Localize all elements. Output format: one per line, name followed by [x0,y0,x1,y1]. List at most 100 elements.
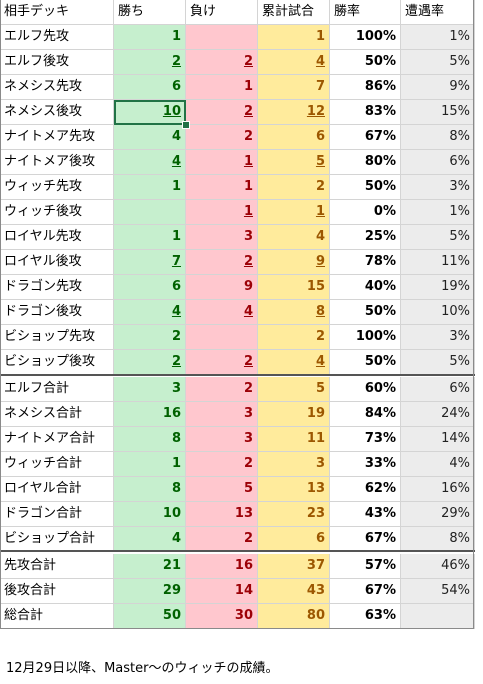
cell-win-rate[interactable]: 84% [330,402,401,427]
cell-total-games[interactable]: 8 [258,300,330,325]
cell-wins[interactable]: 4 [114,150,186,175]
cell-encounter-rate[interactable]: 3% [401,175,475,200]
cell-wins[interactable] [114,200,186,225]
cell-total-games[interactable]: 1 [258,25,330,50]
cell-total-games[interactable]: 15 [258,275,330,300]
cell-wins[interactable]: 6 [114,75,186,100]
cell-win-rate[interactable]: 0% [330,200,401,225]
cell-wins[interactable]: 2 [114,50,186,75]
cell-wins[interactable]: 50 [114,604,186,629]
header-total-games[interactable]: 累計試合 [258,0,330,25]
cell-opponent-deck[interactable]: ウィッチ後攻 [0,200,114,225]
cell-opponent-deck[interactable]: ロイヤル後攻 [0,250,114,275]
cell-opponent-deck[interactable]: ドラゴン合計 [0,502,114,527]
cell-wins[interactable]: 1 [114,175,186,200]
cell-losses[interactable]: 2 [186,452,258,477]
cell-opponent-deck[interactable]: ナイトメア先攻 [0,125,114,150]
cell-encounter-rate[interactable]: 5% [401,50,475,75]
cell-losses[interactable]: 2 [186,250,258,275]
cell-losses[interactable]: 13 [186,502,258,527]
cell-opponent-deck[interactable]: ネメシス後攻 [0,100,114,125]
cell-encounter-rate[interactable]: 11% [401,250,475,275]
cell-opponent-deck[interactable]: エルフ後攻 [0,50,114,75]
cell-win-rate[interactable]: 100% [330,325,401,350]
header-wins[interactable]: 勝ち [114,0,186,25]
cell-losses[interactable]: 2 [186,50,258,75]
cell-encounter-rate[interactable]: 29% [401,502,475,527]
cell-losses[interactable]: 30 [186,604,258,629]
cell-wins[interactable]: 8 [114,427,186,452]
cell-total-games[interactable]: 7 [258,75,330,100]
cell-losses[interactable]: 3 [186,402,258,427]
cell-total-games[interactable]: 9 [258,250,330,275]
cell-opponent-deck[interactable]: ビショップ後攻 [0,350,114,375]
cell-opponent-deck[interactable]: エルフ合計 [0,377,114,402]
cell-encounter-rate[interactable]: 16% [401,477,475,502]
cell-total-games[interactable]: 80 [258,604,330,629]
cell-losses[interactable]: 1 [186,75,258,100]
cell-total-games[interactable]: 37 [258,554,330,579]
cell-win-rate[interactable]: 43% [330,502,401,527]
cell-win-rate[interactable]: 40% [330,275,401,300]
cell-losses[interactable]: 2 [186,527,258,552]
cell-total-games[interactable]: 19 [258,402,330,427]
cell-encounter-rate[interactable]: 1% [401,200,475,225]
cell-losses[interactable] [186,325,258,350]
cell-opponent-deck[interactable]: ロイヤル先攻 [0,225,114,250]
cell-losses[interactable]: 9 [186,275,258,300]
cell-losses[interactable]: 2 [186,377,258,402]
cell-encounter-rate[interactable]: 19% [401,275,475,300]
fill-handle[interactable] [182,121,190,129]
cell-total-games[interactable]: 11 [258,427,330,452]
cell-encounter-rate[interactable]: 8% [401,527,475,552]
cell-win-rate[interactable]: 63% [330,604,401,629]
cell-opponent-deck[interactable]: ナイトメア合計 [0,427,114,452]
cell-losses[interactable]: 2 [186,350,258,375]
cell-opponent-deck[interactable]: ビショップ先攻 [0,325,114,350]
cell-total-games[interactable]: 4 [258,225,330,250]
cell-encounter-rate[interactable]: 5% [401,225,475,250]
cell-total-games[interactable]: 23 [258,502,330,527]
cell-wins[interactable]: 2 [114,350,186,375]
cell-encounter-rate[interactable]: 46% [401,554,475,579]
cell-wins[interactable]: 1 [114,452,186,477]
cell-win-rate[interactable]: 83% [330,100,401,125]
cell-opponent-deck[interactable]: ナイトメア後攻 [0,150,114,175]
cell-wins[interactable]: 29 [114,579,186,604]
cell-wins[interactable]: 1 [114,25,186,50]
cell-encounter-rate[interactable]: 6% [401,377,475,402]
cell-encounter-rate[interactable]: 24% [401,402,475,427]
cell-wins[interactable]: 4 [114,527,186,552]
header-losses[interactable]: 負け [186,0,258,25]
cell-losses[interactable]: 5 [186,477,258,502]
cell-total-games[interactable]: 43 [258,579,330,604]
cell-encounter-rate[interactable]: 6% [401,150,475,175]
cell-encounter-rate[interactable]: 9% [401,75,475,100]
cell-losses[interactable]: 4 [186,300,258,325]
cell-total-games[interactable]: 13 [258,477,330,502]
header-opponent-deck[interactable]: 相手デッキ [0,0,114,25]
cell-opponent-deck[interactable]: 総合計 [0,604,114,629]
cell-losses[interactable]: 3 [186,225,258,250]
cell-opponent-deck[interactable]: ネメシス合計 [0,402,114,427]
cell-losses[interactable]: 1 [186,200,258,225]
cell-wins[interactable]: 10 [114,502,186,527]
cell-wins[interactable]: 10 [114,100,186,125]
cell-wins[interactable]: 2 [114,325,186,350]
cell-opponent-deck[interactable]: 後攻合計 [0,579,114,604]
cell-opponent-deck[interactable]: ウィッチ先攻 [0,175,114,200]
cell-encounter-rate[interactable]: 10% [401,300,475,325]
cell-wins[interactable]: 16 [114,402,186,427]
cell-win-rate[interactable]: 50% [330,50,401,75]
cell-opponent-deck[interactable]: 先攻合計 [0,554,114,579]
cell-win-rate[interactable]: 33% [330,452,401,477]
cell-losses[interactable]: 2 [186,125,258,150]
cell-win-rate[interactable]: 60% [330,377,401,402]
cell-encounter-rate[interactable] [401,604,475,629]
cell-wins[interactable]: 1 [114,225,186,250]
cell-win-rate[interactable]: 67% [330,125,401,150]
cell-wins[interactable]: 3 [114,377,186,402]
cell-win-rate[interactable]: 67% [330,527,401,552]
cell-win-rate[interactable]: 67% [330,579,401,604]
cell-win-rate[interactable]: 78% [330,250,401,275]
